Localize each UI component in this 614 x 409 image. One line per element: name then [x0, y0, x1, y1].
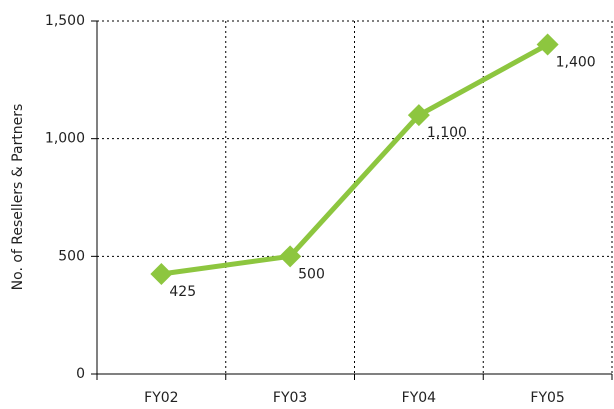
marker	[150, 262, 173, 285]
x-tick-label: FY03	[273, 390, 307, 405]
y-axis-label: No. of Resellers & Partners	[10, 104, 26, 291]
marker	[536, 33, 559, 56]
x-tick-label: FY04	[402, 390, 437, 405]
data-label: 500	[298, 266, 325, 282]
x-tick-label: FY05	[530, 390, 564, 405]
y-tick-label: 500	[58, 248, 85, 264]
data-label: 425	[169, 284, 196, 300]
marker	[279, 245, 302, 268]
y-tick-label: 1,500	[45, 13, 85, 29]
data-label: 1,400	[556, 55, 596, 71]
line	[161, 42, 549, 277]
y-tick-label: 0	[76, 366, 85, 382]
x-tick-label: FY02	[144, 390, 178, 405]
y-tick-label: 1,000	[45, 131, 85, 147]
marker	[407, 104, 430, 127]
data-label: 1,100	[427, 125, 467, 141]
